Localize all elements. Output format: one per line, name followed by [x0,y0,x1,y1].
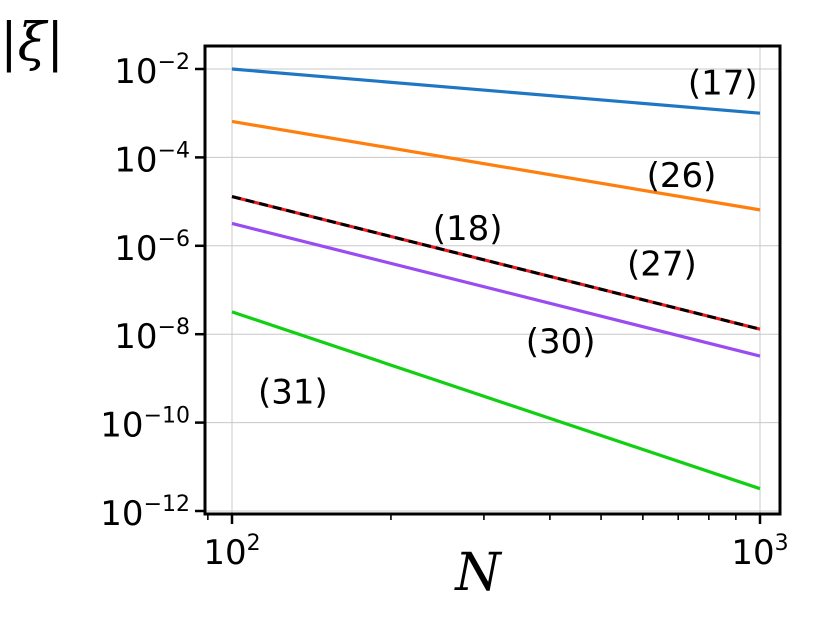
series-annotation: (31) [258,373,328,413]
series-annotation: (26) [647,156,717,196]
annotations: (17) (26) (18) (27) (30) (31) [258,63,758,412]
series-line [231,195,761,331]
x-tick-label: 102 [203,531,260,573]
series-annotation: (18) [433,209,503,249]
y-tick-label: 10−12 [100,492,190,534]
y-axis-title: |ξ| [0,13,64,73]
series-annotation: (17) [688,63,758,103]
series-line [231,67,761,115]
series-layer [231,67,761,491]
series-line [231,221,761,358]
plot-frame [203,44,782,516]
series-line [231,310,761,491]
x-axis-title: N [453,543,502,603]
y-tick-label: 10−10 [100,404,190,446]
series-annotation: (30) [526,322,596,362]
y-tick-label: 10−8 [114,315,190,357]
y-tick-label: 10−4 [114,138,190,180]
ticks [195,67,762,524]
series-line [231,119,761,212]
series-annotation: (27) [627,244,697,284]
y-tick-label: 10−6 [114,227,190,269]
y-tick-label: 10−2 [114,50,190,92]
x-tick-label: 103 [731,531,788,573]
tick-labels: 102 103 10−2 10−4 10−6 10−8 10−10 10−12 [100,50,788,573]
